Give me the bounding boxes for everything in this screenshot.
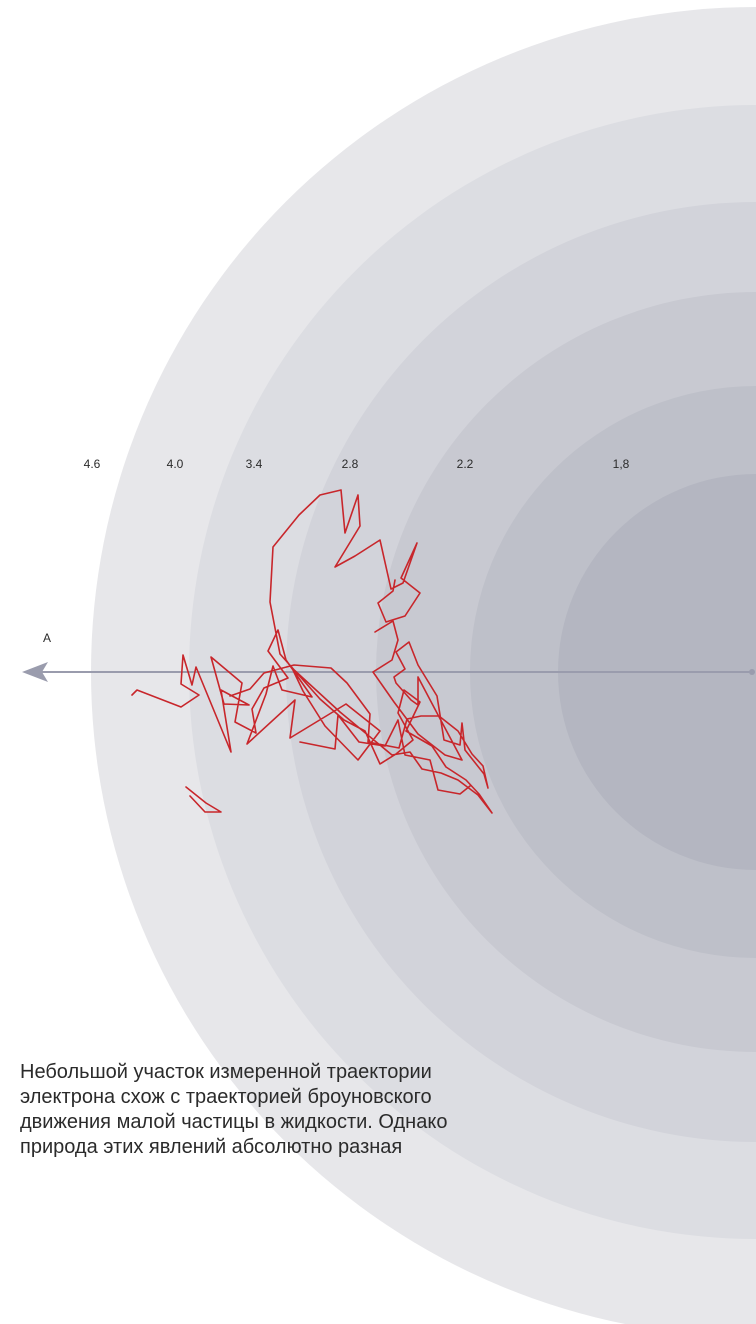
ring-labels: 4.6 4.0 3.4 2.8 2.2 1,8 [84, 457, 630, 471]
caption-line-4: природа этих явлений абсолютно разная [20, 1136, 403, 1158]
caption-line-2: электрона схож с траекторией броуновског… [20, 1086, 432, 1108]
ring-label-3.4: 3.4 [246, 457, 263, 471]
ring-label-2.2: 2.2 [457, 457, 474, 471]
ring-label-2.8: 2.8 [342, 457, 359, 471]
figure-caption: Небольшой участок измеренной траектории … [20, 1060, 580, 1160]
axis-arrowhead-icon [22, 662, 48, 682]
caption-line-3: движения малой частицы в жидкости. Однак… [20, 1111, 448, 1133]
caption-line-1: Небольшой участок измеренной траектории [20, 1061, 432, 1083]
axis-label: A [43, 631, 51, 645]
nucleus-point [749, 669, 755, 675]
electron-trajectory [131, 489, 493, 814]
ring-label-4.6: 4.6 [84, 457, 101, 471]
ring-label-4.0: 4.0 [167, 457, 184, 471]
axis-a: A [22, 631, 755, 682]
ring-label-1.8: 1,8 [613, 457, 630, 471]
